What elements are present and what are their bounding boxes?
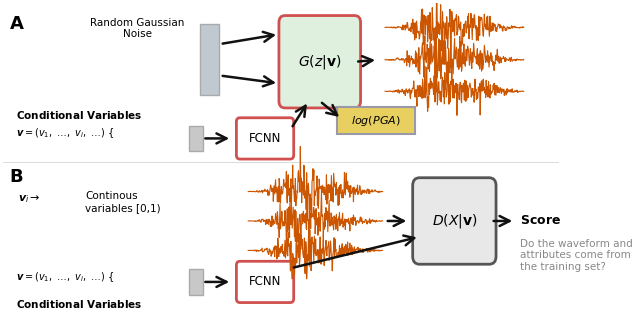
Bar	[189, 126, 202, 151]
FancyBboxPatch shape	[279, 16, 360, 108]
Text: A: A	[10, 15, 24, 32]
FancyBboxPatch shape	[236, 118, 294, 159]
Text: $\boldsymbol{v} = (v_1,\ \ldots,\ v_i,\ \ldots)\ \{$: $\boldsymbol{v} = (v_1,\ \ldots,\ v_i,\ …	[16, 270, 115, 284]
Text: $\bf{Conditional\ Variables}$: $\bf{Conditional\ Variables}$	[16, 298, 142, 310]
Text: Continous
variables [0,1): Continous variables [0,1)	[85, 191, 161, 213]
FancyBboxPatch shape	[413, 178, 496, 264]
Text: $\bf{Score}$: $\bf{Score}$	[520, 214, 561, 227]
Text: $G(z|\mathbf{v})$: $G(z|\mathbf{v})$	[298, 53, 341, 71]
Text: Random Gaussian
Noise: Random Gaussian Noise	[90, 18, 184, 39]
Text: FCNN: FCNN	[249, 275, 281, 288]
Text: B: B	[10, 168, 23, 186]
Text: Do the waveform and
attributes come from
the training set?: Do the waveform and attributes come from…	[520, 239, 633, 272]
Bar	[200, 24, 219, 95]
Text: $\bf{Conditional\ Variables}$: $\bf{Conditional\ Variables}$	[16, 109, 142, 121]
Text: $\boldsymbol{v}_i \rightarrow$: $\boldsymbol{v}_i \rightarrow$	[19, 193, 41, 205]
FancyBboxPatch shape	[236, 261, 294, 303]
Text: $\boldsymbol{v} = (v_1,\ \ldots,\ v_i,\ \ldots)\ \{$: $\boldsymbol{v} = (v_1,\ \ldots,\ v_i,\ …	[16, 127, 115, 140]
Bar	[337, 107, 415, 135]
Text: $D(X|\mathbf{v})$: $D(X|\mathbf{v})$	[431, 212, 477, 230]
Text: FCNN: FCNN	[249, 132, 281, 145]
Bar	[189, 269, 202, 295]
Text: $log(PGA)$: $log(PGA)$	[351, 114, 401, 128]
